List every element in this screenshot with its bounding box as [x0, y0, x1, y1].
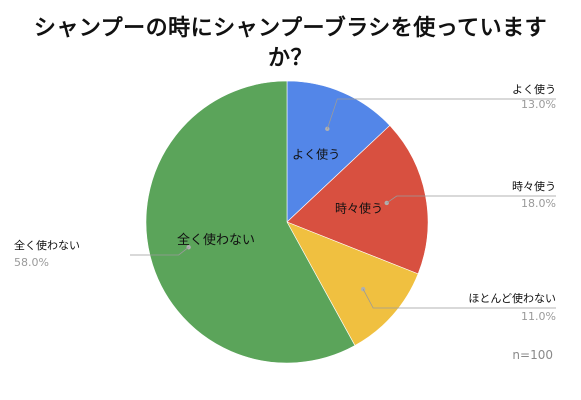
- leader-line-1: [386, 195, 556, 204]
- leader-dot-2: [360, 286, 366, 292]
- leader-line-2: [362, 288, 556, 309]
- slice-outside-label-3: 全く使わない: [14, 238, 80, 252]
- chart-title-line-1: シャンプーの時にシャンプーブラシを使っています: [33, 16, 548, 41]
- leader-line-3: [130, 246, 189, 256]
- chart-title-line-2: か？: [267, 46, 313, 71]
- leader-line-0: [326, 98, 556, 129]
- pie-slice-3: [145, 80, 356, 364]
- pie-slice-0: [286, 80, 391, 223]
- slice-inside-label-0: よく使う: [292, 147, 340, 162]
- slice-value-label-1: 18.0%: [521, 197, 556, 210]
- slice-outside-label-0: よく使う: [512, 83, 556, 96]
- slice-value-label-2: 11.0%: [521, 310, 556, 323]
- slice-outside-label-2: ほとんど使わない: [468, 292, 556, 305]
- leader-dot-0: [325, 126, 330, 132]
- slice-inside-label-1: 時々使う: [335, 200, 383, 215]
- sample-size-note: n=100: [512, 348, 553, 362]
- pie-slice-2: [286, 221, 419, 346]
- slice-value-label-3: 58.0%: [14, 256, 49, 269]
- slice-inside-label-3: 全く使わない: [177, 232, 255, 248]
- slice-value-label-0: 13.0%: [521, 98, 556, 111]
- pie-slice-1: [286, 125, 429, 275]
- slice-outside-label-1: 時々使う: [512, 180, 556, 193]
